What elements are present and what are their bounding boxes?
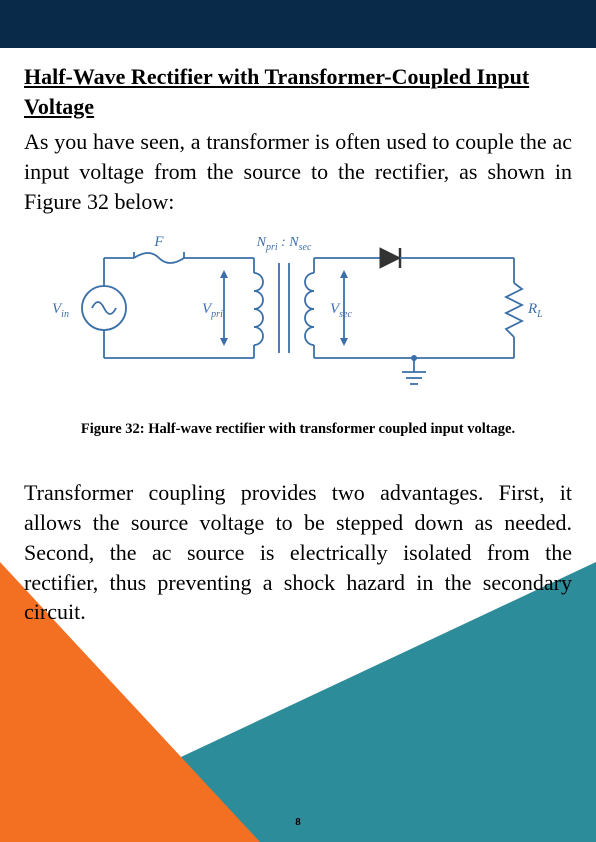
intro-paragraph: As you have seen, a transformer is often…: [24, 127, 572, 216]
top-band: [0, 0, 596, 48]
circuit-diagram: VinFVpriNpri : NsecVsecRL: [24, 228, 572, 403]
figure-caption: Figure 32: Half-wave rectifier with tran…: [24, 421, 572, 438]
page-number: 8: [0, 816, 596, 828]
circuit-figure: VinFVpriNpri : NsecVsecRL: [24, 228, 572, 403]
page-content: Half-Wave Rectifier with Transformer-Cou…: [24, 62, 572, 639]
section-heading: Half-Wave Rectifier with Transformer-Cou…: [24, 62, 572, 121]
svg-text:F: F: [153, 234, 164, 250]
body-paragraph: Transformer coupling provides two advant…: [24, 478, 572, 626]
